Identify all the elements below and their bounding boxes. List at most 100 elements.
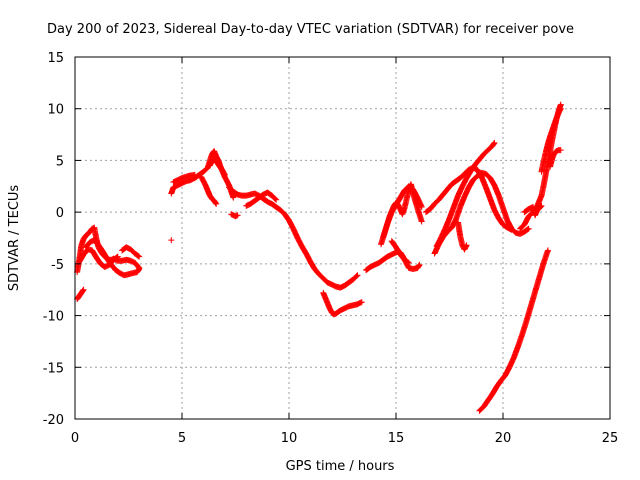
data-point <box>228 186 230 189</box>
data-point <box>536 209 539 211</box>
data-point <box>438 243 440 246</box>
data-point <box>119 272 121 274</box>
data-point <box>114 269 117 271</box>
data-point <box>253 199 256 202</box>
data-point <box>395 246 397 249</box>
data-point <box>136 271 138 273</box>
data-point <box>534 290 536 293</box>
data-point <box>540 171 543 173</box>
data-point <box>405 197 408 200</box>
data-point <box>474 163 476 166</box>
data-point <box>328 307 331 310</box>
data-point <box>502 207 504 209</box>
data-point <box>91 227 93 230</box>
data-point <box>134 262 136 264</box>
data-point <box>452 206 455 208</box>
data-point <box>549 165 551 168</box>
data-point <box>170 239 173 241</box>
data-point <box>326 281 329 284</box>
data-point <box>129 259 132 262</box>
data-point <box>76 298 78 300</box>
data-point <box>131 272 134 274</box>
data-point <box>365 269 367 271</box>
series-arc-26 <box>538 105 564 175</box>
data-point <box>401 213 404 216</box>
data-point <box>382 236 384 238</box>
data-point <box>557 149 560 151</box>
data-point <box>555 117 558 119</box>
series-arc-8 <box>170 171 198 186</box>
data-point <box>215 160 218 163</box>
x-axis-label: GPS time / hours <box>286 459 395 474</box>
marker-trace <box>476 247 551 414</box>
series-arc-15 <box>363 248 423 274</box>
data-point <box>557 112 560 114</box>
data-point <box>461 185 464 188</box>
data-point <box>87 248 89 251</box>
marker-trace <box>521 202 545 219</box>
data-point <box>129 248 132 251</box>
data-point <box>181 177 183 179</box>
data-point <box>412 268 414 270</box>
data-point <box>356 303 359 305</box>
data-point <box>213 199 215 202</box>
chart-title: Day 200 of 2023, Sidereal Day-to-day VTE… <box>47 22 574 37</box>
x-tick-label: 0 <box>71 431 79 446</box>
data-point <box>209 194 211 197</box>
y-tick-label: -15 <box>43 361 64 376</box>
data-point <box>399 253 402 256</box>
data-point <box>335 285 337 288</box>
x-tick-label: 15 <box>388 431 405 446</box>
data-point <box>215 155 218 158</box>
data-point <box>326 302 329 304</box>
data-point <box>102 250 104 253</box>
data-point <box>127 273 130 276</box>
data-point <box>378 262 380 264</box>
y-tick-label: -20 <box>43 413 64 428</box>
data-point <box>416 267 419 269</box>
data-point <box>493 184 496 187</box>
data-point <box>253 192 256 195</box>
data-point <box>403 207 406 209</box>
data-point <box>542 184 545 187</box>
data-point <box>493 142 496 144</box>
data-point <box>491 145 494 147</box>
data-point <box>117 259 119 262</box>
data-point <box>232 190 235 193</box>
data-point <box>420 206 423 208</box>
data-point <box>482 153 485 156</box>
marker-trace <box>74 286 87 303</box>
grid <box>75 57 610 419</box>
marker-trace <box>168 148 237 201</box>
data-point <box>559 107 562 110</box>
data-point <box>206 166 209 169</box>
data-point <box>236 193 239 196</box>
data-point <box>553 123 556 126</box>
data-point <box>104 266 106 268</box>
data-point <box>408 185 410 188</box>
data-point <box>230 213 233 216</box>
data-point <box>138 268 140 270</box>
y-tick-labels: -20 -15 -10 -5 0 5 10 15 <box>43 51 64 428</box>
data-point <box>236 214 239 217</box>
data-point <box>527 227 530 230</box>
data-point <box>170 192 173 195</box>
data-point <box>211 153 213 156</box>
data-point <box>221 169 224 172</box>
data-point <box>185 180 188 182</box>
data-point <box>249 193 252 196</box>
data-point <box>266 201 269 203</box>
data-point <box>463 248 466 251</box>
data-point <box>331 311 333 314</box>
data-point <box>502 223 504 226</box>
data-point <box>403 189 406 192</box>
data-point <box>416 196 419 199</box>
data-point <box>457 194 459 197</box>
data-point <box>457 221 459 224</box>
data-point <box>172 186 175 189</box>
data-point <box>373 264 376 266</box>
data-point <box>420 220 423 223</box>
data-point <box>80 244 83 247</box>
y-tick-label: -5 <box>51 258 64 273</box>
data-point <box>176 184 179 187</box>
